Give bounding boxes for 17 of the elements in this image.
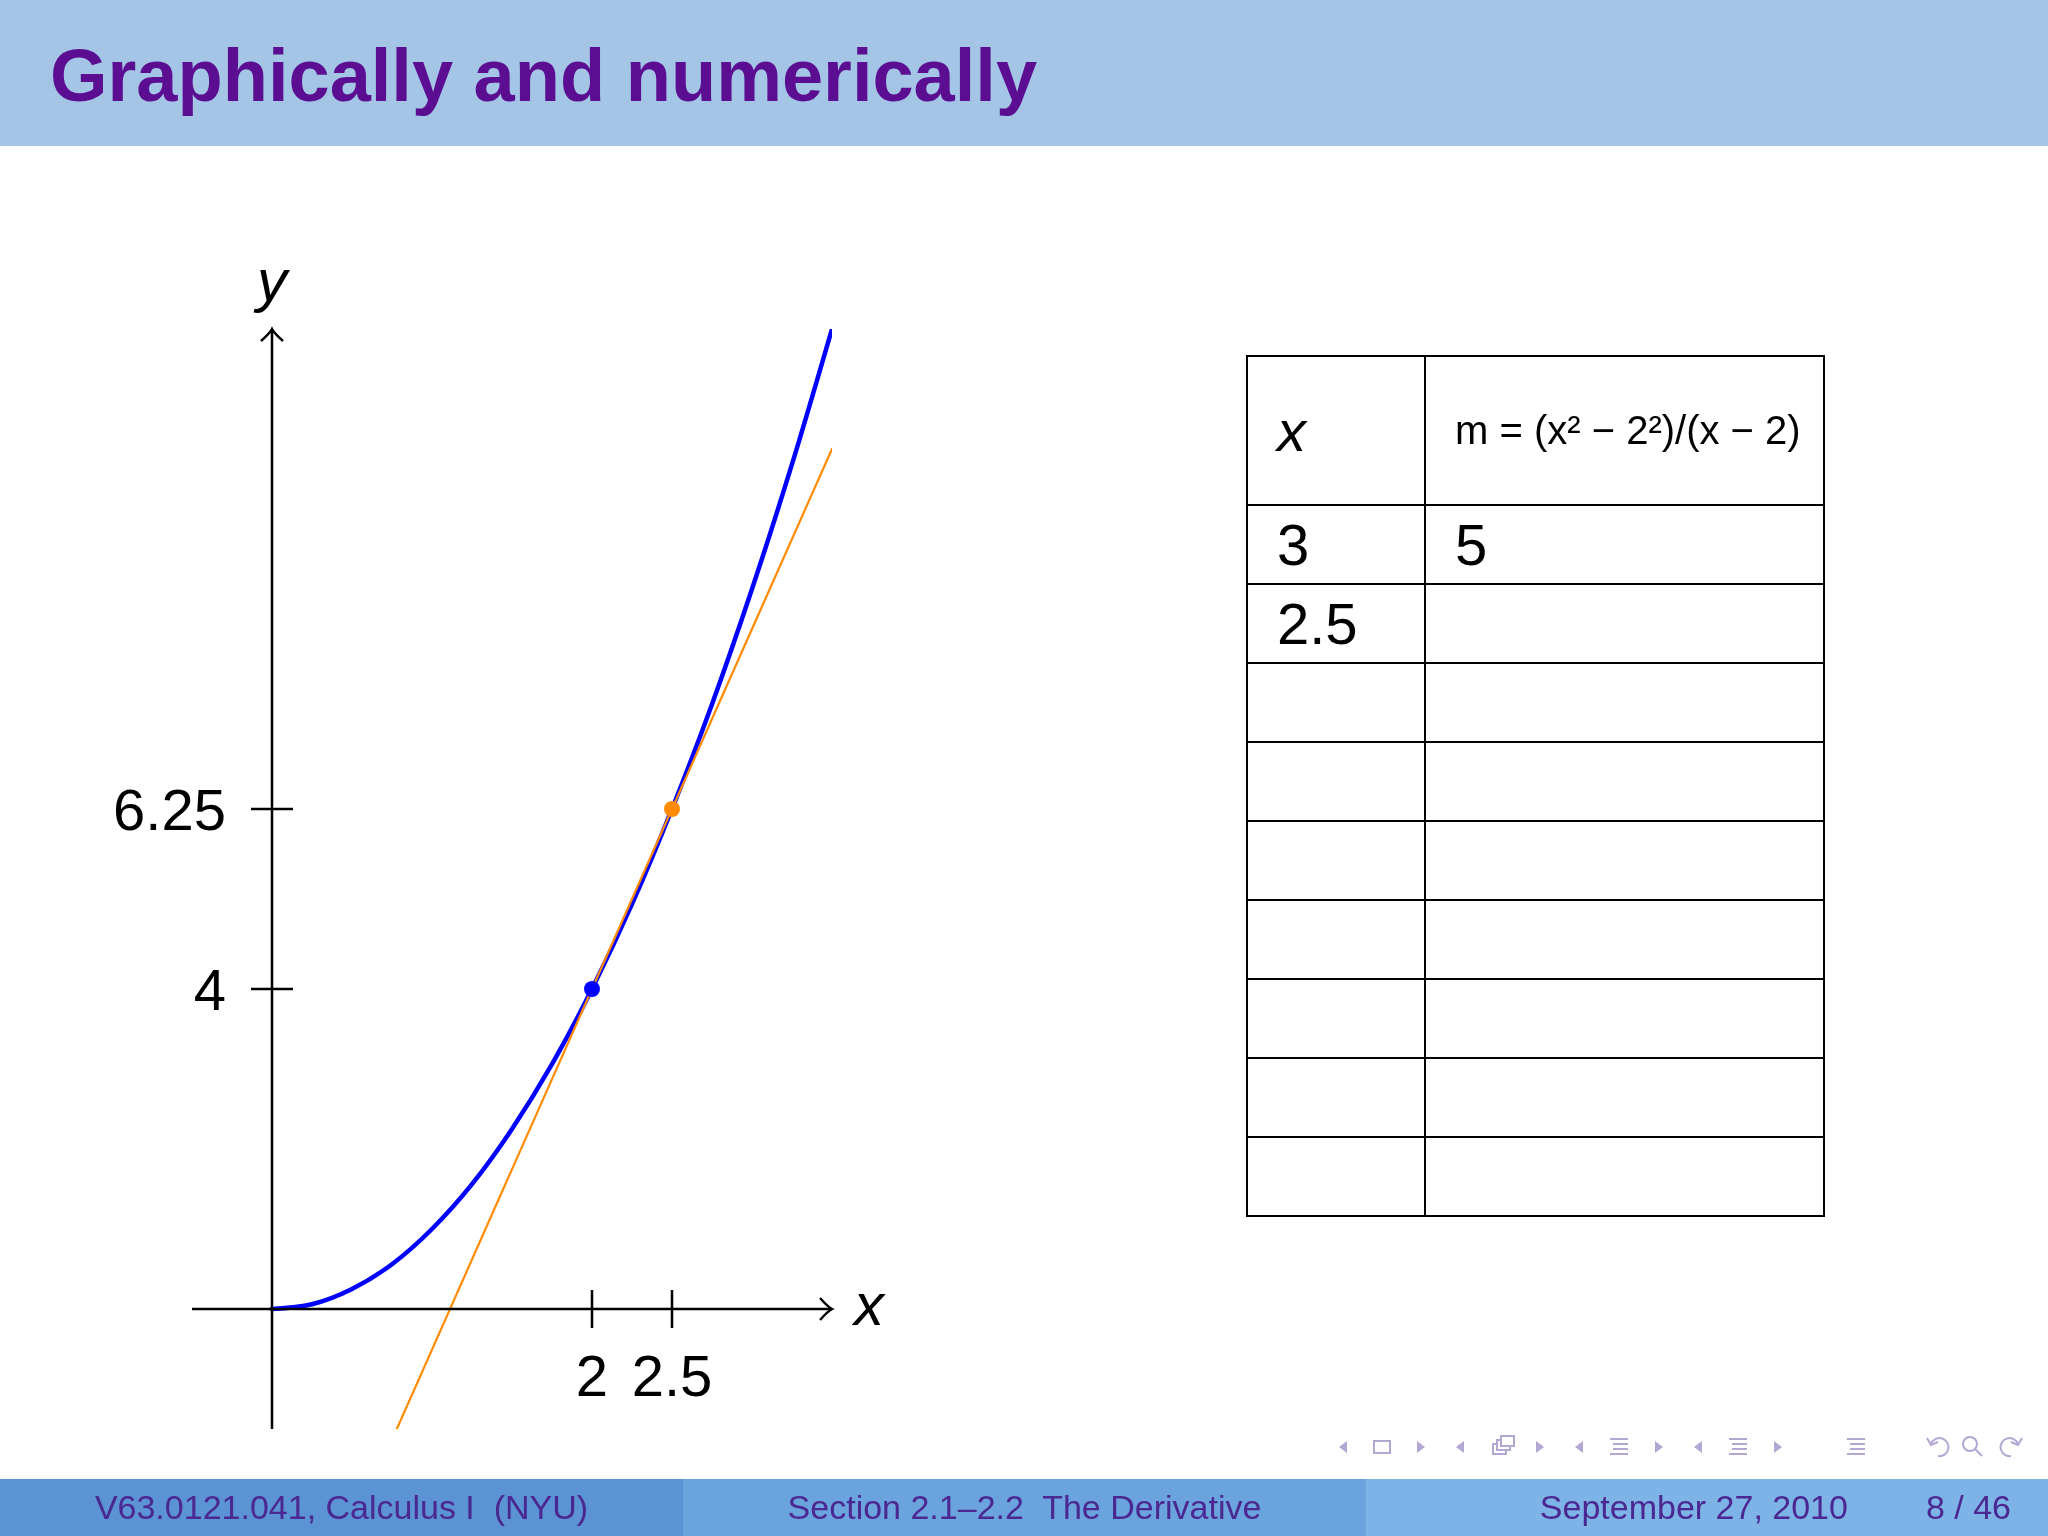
text: V63.0121.041, Calculus I (NYU): [94, 1488, 589, 1527]
category-label: 2.5: [1277, 591, 1358, 656]
chart-title: Graphically and numerically: [50, 33, 1038, 119]
x-axis-title: x: [851, 1271, 886, 1339]
y-tick-label: 6.25: [113, 776, 226, 842]
line-series: [269, 329, 832, 1312]
data-label: 5: [1455, 511, 1489, 578]
y-tick-label: 4: [193, 956, 226, 1022]
text: m = (x² − 2²)/(x − 2): [1455, 408, 1802, 453]
text: 8 / 46: [1925, 1488, 2011, 1527]
x-tick-label: 2: [575, 1343, 609, 1408]
text: September 27, 2010: [1539, 1488, 1848, 1527]
text: x: [1277, 398, 1306, 463]
line-series: [395, 447, 832, 1429]
y-axis-title: y: [253, 247, 291, 314]
category-label: 3: [1277, 512, 1310, 577]
text: Section 2.1–2.2 The Derivative: [787, 1488, 1262, 1527]
